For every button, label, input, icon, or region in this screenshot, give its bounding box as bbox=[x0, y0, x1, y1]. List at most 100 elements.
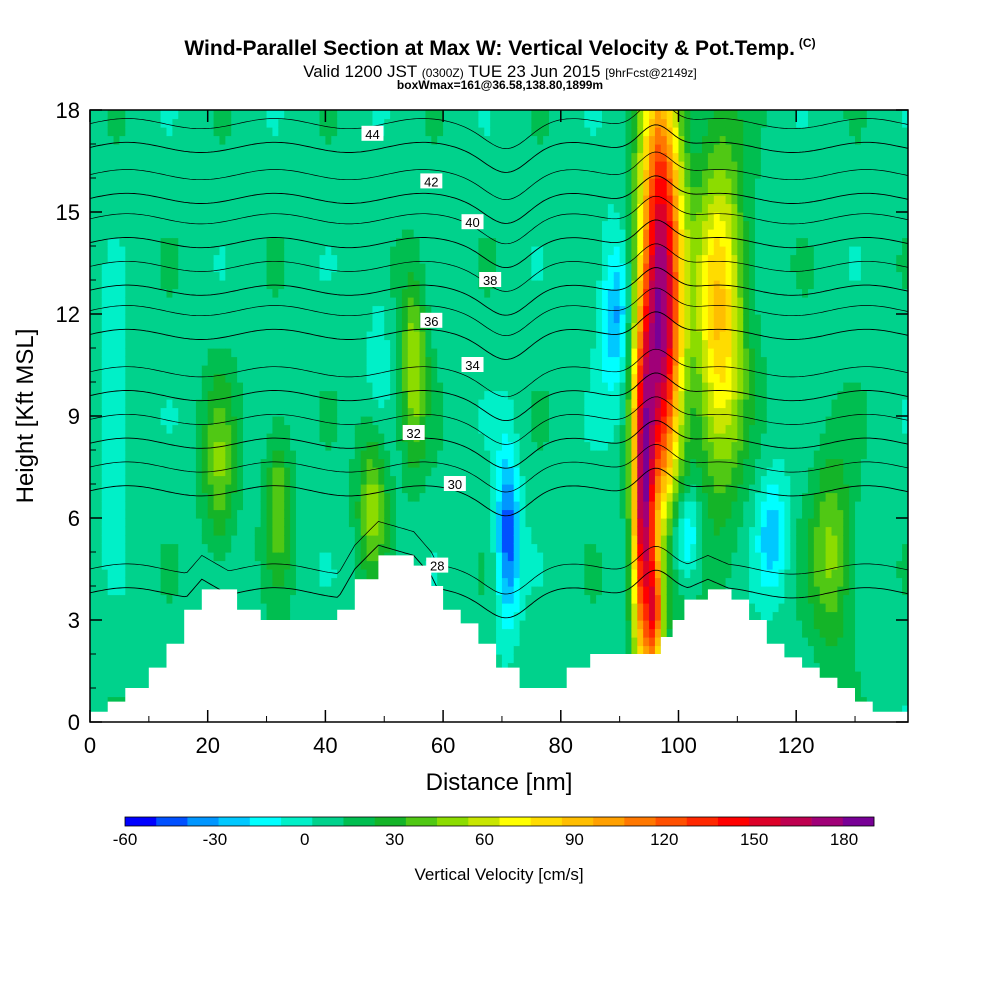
w-cell bbox=[101, 492, 109, 502]
w-cell bbox=[178, 484, 185, 494]
w-cell bbox=[378, 365, 385, 375]
w-cell bbox=[90, 484, 97, 494]
w-cell bbox=[401, 144, 409, 154]
w-cell bbox=[372, 280, 379, 290]
w-cell bbox=[131, 637, 138, 647]
w-cell bbox=[260, 186, 268, 196]
w-cell bbox=[425, 288, 432, 298]
w-cell bbox=[319, 509, 326, 519]
w-cell bbox=[431, 161, 438, 171]
w-cell bbox=[254, 144, 262, 154]
w-cell bbox=[260, 407, 268, 417]
w-cell bbox=[372, 348, 379, 358]
w-cell bbox=[213, 339, 221, 349]
w-cell bbox=[396, 263, 403, 273]
w-cell bbox=[354, 169, 362, 179]
w-cell bbox=[366, 484, 374, 494]
w-cell bbox=[437, 254, 444, 264]
w-cell bbox=[148, 322, 156, 332]
w-cell bbox=[101, 314, 109, 324]
w-cell bbox=[431, 203, 438, 213]
w-cell bbox=[219, 331, 226, 341]
w-cell bbox=[142, 450, 150, 460]
w-cell bbox=[384, 203, 391, 213]
w-cell bbox=[396, 484, 403, 494]
w-cell bbox=[319, 220, 326, 230]
w-cell bbox=[243, 365, 250, 375]
w-cell bbox=[290, 509, 297, 519]
w-cell bbox=[443, 356, 450, 366]
w-cell bbox=[290, 390, 297, 400]
w-cell bbox=[266, 603, 274, 613]
w-cell bbox=[113, 407, 121, 417]
box-wmax-info: boxWmax=161@36.58,138.80,1899m bbox=[396, 78, 604, 92]
w-cell bbox=[366, 229, 374, 239]
w-cell bbox=[307, 220, 315, 230]
w-cell bbox=[260, 560, 268, 570]
w-cell bbox=[107, 577, 115, 587]
w-cell bbox=[295, 569, 303, 579]
w-cell bbox=[260, 535, 268, 545]
w-cell bbox=[201, 348, 209, 358]
w-cell bbox=[396, 229, 403, 239]
w-cell bbox=[243, 356, 250, 366]
w-cell bbox=[366, 339, 374, 349]
w-cell bbox=[307, 526, 315, 536]
w-cell bbox=[101, 441, 109, 451]
w-cell bbox=[354, 560, 362, 570]
w-cell bbox=[237, 322, 244, 332]
w-cell bbox=[472, 127, 479, 137]
w-cell bbox=[148, 560, 156, 570]
w-cell bbox=[113, 390, 121, 400]
w-cell bbox=[366, 535, 374, 545]
w-cell bbox=[219, 518, 226, 528]
w-cell bbox=[431, 339, 438, 349]
w-cell bbox=[219, 271, 226, 281]
w-cell bbox=[131, 662, 138, 672]
w-cell bbox=[407, 322, 415, 332]
w-cell bbox=[113, 178, 121, 188]
w-cell bbox=[307, 263, 315, 273]
w-cell bbox=[260, 297, 268, 307]
w-cell bbox=[254, 118, 262, 128]
w-cell bbox=[178, 594, 185, 604]
w-cell bbox=[384, 450, 391, 460]
w-cell bbox=[90, 594, 97, 604]
w-cell bbox=[119, 127, 126, 137]
w-cell bbox=[466, 441, 474, 451]
w-cell bbox=[113, 637, 121, 647]
w-cell bbox=[425, 382, 432, 392]
w-cell bbox=[119, 356, 126, 366]
w-cell bbox=[378, 254, 385, 264]
w-cell bbox=[319, 441, 326, 451]
w-cell bbox=[343, 195, 350, 205]
w-cell bbox=[343, 331, 350, 341]
w-cell bbox=[207, 569, 215, 579]
w-cell bbox=[248, 560, 256, 570]
w-cell bbox=[178, 407, 185, 417]
w-cell bbox=[166, 577, 173, 587]
w-cell bbox=[301, 433, 309, 443]
w-cell bbox=[207, 365, 215, 375]
w-cell bbox=[319, 314, 326, 324]
w-cell bbox=[313, 543, 321, 553]
w-cell bbox=[484, 390, 491, 400]
w-cell bbox=[319, 110, 326, 120]
w-cell bbox=[231, 348, 238, 358]
w-cell bbox=[319, 118, 326, 128]
w-cell bbox=[95, 314, 103, 324]
w-cell bbox=[142, 577, 150, 587]
w-cell bbox=[231, 220, 238, 230]
w-cell bbox=[390, 543, 397, 553]
w-cell bbox=[248, 467, 256, 477]
w-cell bbox=[254, 331, 262, 341]
w-cell bbox=[413, 518, 421, 528]
w-cell bbox=[431, 297, 438, 307]
w-cell bbox=[190, 178, 197, 188]
w-cell bbox=[142, 586, 150, 596]
w-cell bbox=[295, 390, 303, 400]
w-cell bbox=[260, 424, 268, 434]
w-cell bbox=[337, 246, 344, 256]
w-cell bbox=[119, 280, 126, 290]
w-cell bbox=[178, 458, 185, 468]
